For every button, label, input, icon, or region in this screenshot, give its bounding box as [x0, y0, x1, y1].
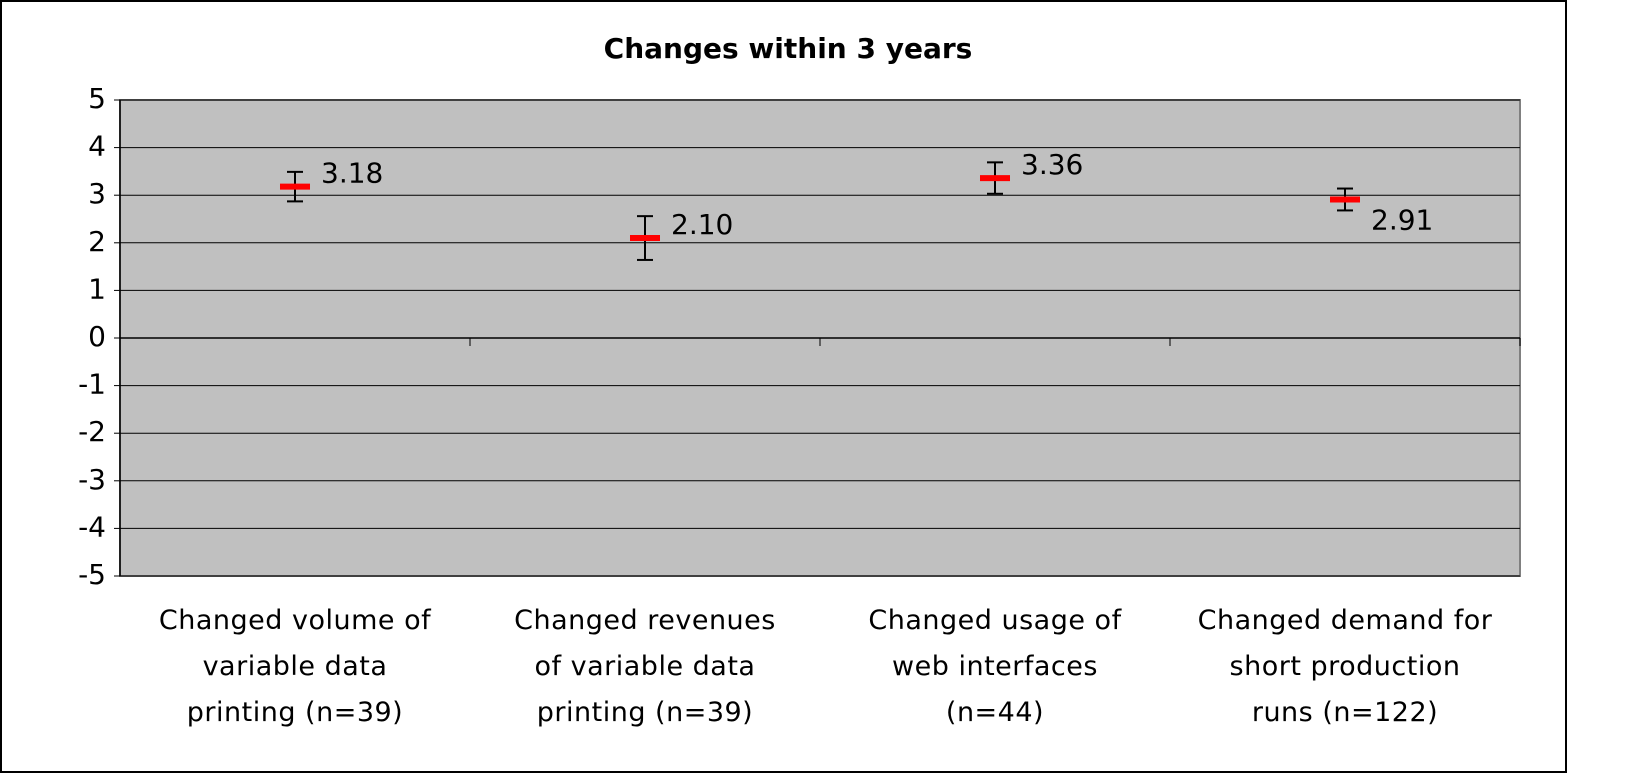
x-tick-label: Changed demand for short production runs…	[1197, 605, 1493, 728]
value-label: 2.10	[671, 208, 733, 241]
y-tick-label: 0	[88, 320, 106, 353]
y-tick-label: 4	[88, 130, 106, 163]
x-tick-label: Changed revenues of variable data printi…	[514, 605, 776, 728]
y-tick-label: -1	[78, 368, 106, 401]
value-label: 2.91	[1371, 203, 1433, 236]
y-tick-label: 5	[88, 82, 106, 115]
y-tick-label: -3	[78, 463, 106, 496]
y-tick-label: -5	[78, 558, 106, 591]
y-tick-label: -2	[78, 415, 106, 448]
value-label: 3.36	[1021, 148, 1083, 181]
y-tick-label: 2	[88, 225, 106, 258]
y-tick-label: -4	[78, 510, 106, 543]
y-tick-label: 1	[88, 272, 106, 305]
x-tick-label: Changed usage of web interfaces (n=44)	[868, 605, 1122, 728]
x-tick-label: Changed volume of variable data printing…	[158, 605, 432, 728]
y-tick-label: 3	[88, 177, 106, 210]
value-label: 3.18	[321, 157, 383, 190]
chart-title: Changes within 3 years	[604, 32, 973, 65]
